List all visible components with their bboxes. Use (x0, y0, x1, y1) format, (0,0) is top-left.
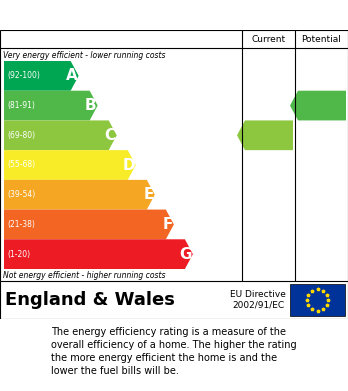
Text: G: G (179, 247, 192, 262)
Polygon shape (237, 120, 293, 150)
Polygon shape (4, 210, 174, 239)
Text: (39-54): (39-54) (7, 190, 35, 199)
Text: Not energy efficient - higher running costs: Not energy efficient - higher running co… (3, 271, 166, 280)
Polygon shape (4, 120, 117, 150)
Bar (290, 284, 345, 316)
Text: Potential: Potential (302, 34, 341, 43)
Text: England & Wales: England & Wales (5, 291, 175, 309)
Text: 84: 84 (310, 99, 330, 113)
Polygon shape (4, 150, 136, 180)
Text: (69-80): (69-80) (7, 131, 35, 140)
Text: (55-68): (55-68) (7, 160, 35, 170)
Text: F: F (163, 217, 173, 232)
Text: C: C (105, 128, 116, 143)
Polygon shape (4, 91, 98, 120)
Text: Current: Current (252, 34, 286, 43)
Polygon shape (4, 180, 155, 210)
Text: (1-20): (1-20) (7, 249, 30, 258)
Polygon shape (4, 239, 193, 269)
Text: D: D (122, 158, 135, 172)
Text: (81-91): (81-91) (7, 101, 35, 110)
Text: 72: 72 (257, 128, 277, 142)
Text: Very energy efficient - lower running costs: Very energy efficient - lower running co… (3, 50, 166, 59)
Text: (92-100): (92-100) (7, 71, 40, 81)
Polygon shape (290, 91, 346, 120)
Text: E: E (143, 187, 154, 202)
Text: EU Directive
2002/91/EC: EU Directive 2002/91/EC (230, 290, 286, 310)
Text: Energy Efficiency Rating: Energy Efficiency Rating (60, 6, 288, 24)
Text: A: A (66, 68, 78, 83)
Text: (21-38): (21-38) (7, 220, 35, 229)
Text: B: B (85, 98, 97, 113)
Text: The energy efficiency rating is a measure of the
overall efficiency of a home. T: The energy efficiency rating is a measur… (51, 326, 297, 376)
Polygon shape (4, 61, 79, 91)
